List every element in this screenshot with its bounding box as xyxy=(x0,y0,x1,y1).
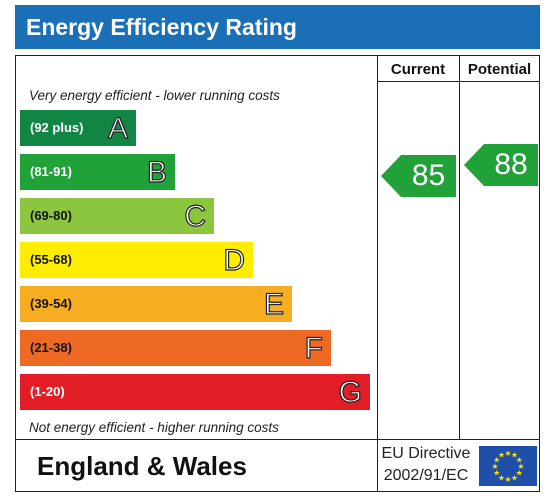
band-c: (69-80) C xyxy=(20,198,214,234)
eu-star-icon: ★ xyxy=(493,469,500,478)
header-divider xyxy=(377,81,540,82)
potential-rating-arrow: 88 xyxy=(464,144,538,186)
potential-column-header: Potential xyxy=(467,61,532,78)
rating-table xyxy=(15,55,540,440)
band-letter: A xyxy=(107,111,128,145)
region-label: England & Wales xyxy=(37,451,247,481)
band-range: (1-20) xyxy=(30,384,65,399)
top-note: Very energy efficient - lower running co… xyxy=(29,88,280,103)
band-e: (39-54) E xyxy=(20,286,292,322)
eu-star-icon: ★ xyxy=(493,456,500,465)
directive-line-1: EU Directive xyxy=(381,445,471,462)
eu-star-icon: ★ xyxy=(498,473,505,482)
band-a: (92 plus) A xyxy=(20,110,136,146)
eu-star-icon: ★ xyxy=(504,475,511,484)
band-range: (69-80) xyxy=(30,208,72,223)
eu-star-icon: ★ xyxy=(511,451,518,460)
band-letter: E xyxy=(263,287,284,321)
band-d: (55-68) D xyxy=(20,242,253,278)
band-letter: C xyxy=(184,199,207,233)
eu-flag-icon: ★ ★★★★★★★★★★★ xyxy=(479,446,537,486)
current-arrow-shape xyxy=(381,155,456,197)
directive-line-2: 2002/91/EC xyxy=(383,467,469,484)
band-letter: D xyxy=(223,243,246,277)
band-range: (81-91) xyxy=(30,164,72,179)
band-letter: B xyxy=(146,155,167,189)
band-range: (92 plus) xyxy=(30,120,84,135)
band-b: (81-91) B xyxy=(20,154,175,190)
eu-star-icon: ★ xyxy=(491,462,498,471)
eu-star-icon: ★ xyxy=(516,456,523,465)
eu-star-icon: ★ xyxy=(516,469,523,478)
directive-label: EU Directive 2002/91/EC xyxy=(368,443,484,487)
eu-star-icon: ★ xyxy=(504,449,511,458)
potential-arrow-shape xyxy=(464,144,538,186)
band-range: (39-54) xyxy=(30,296,72,311)
bottom-note: Not energy efficient - higher running co… xyxy=(29,420,279,435)
band-letter: F xyxy=(304,331,324,365)
eu-star-icon: ★ xyxy=(517,462,524,471)
band-f: (21-38) F xyxy=(20,330,331,366)
potential-rating-value: 88 xyxy=(494,148,528,181)
column-divider xyxy=(377,55,378,492)
band-range: (55-68) xyxy=(30,252,72,267)
page-title: Energy Efficiency Rating xyxy=(15,5,540,49)
eu-star-icon: ★ xyxy=(498,451,505,460)
band-range: (21-38) xyxy=(30,340,72,355)
eu-star-icon: ★ xyxy=(511,473,518,482)
current-column-header: Current xyxy=(390,61,446,78)
current-rating-value: 85 xyxy=(411,159,446,192)
band-letter: G xyxy=(338,375,363,409)
column-divider xyxy=(459,55,460,440)
footer: England & Wales EU Directive 2002/91/EC … xyxy=(15,440,540,492)
band-g: (1-20) G xyxy=(20,374,370,410)
current-rating-arrow: 85 xyxy=(381,155,456,197)
